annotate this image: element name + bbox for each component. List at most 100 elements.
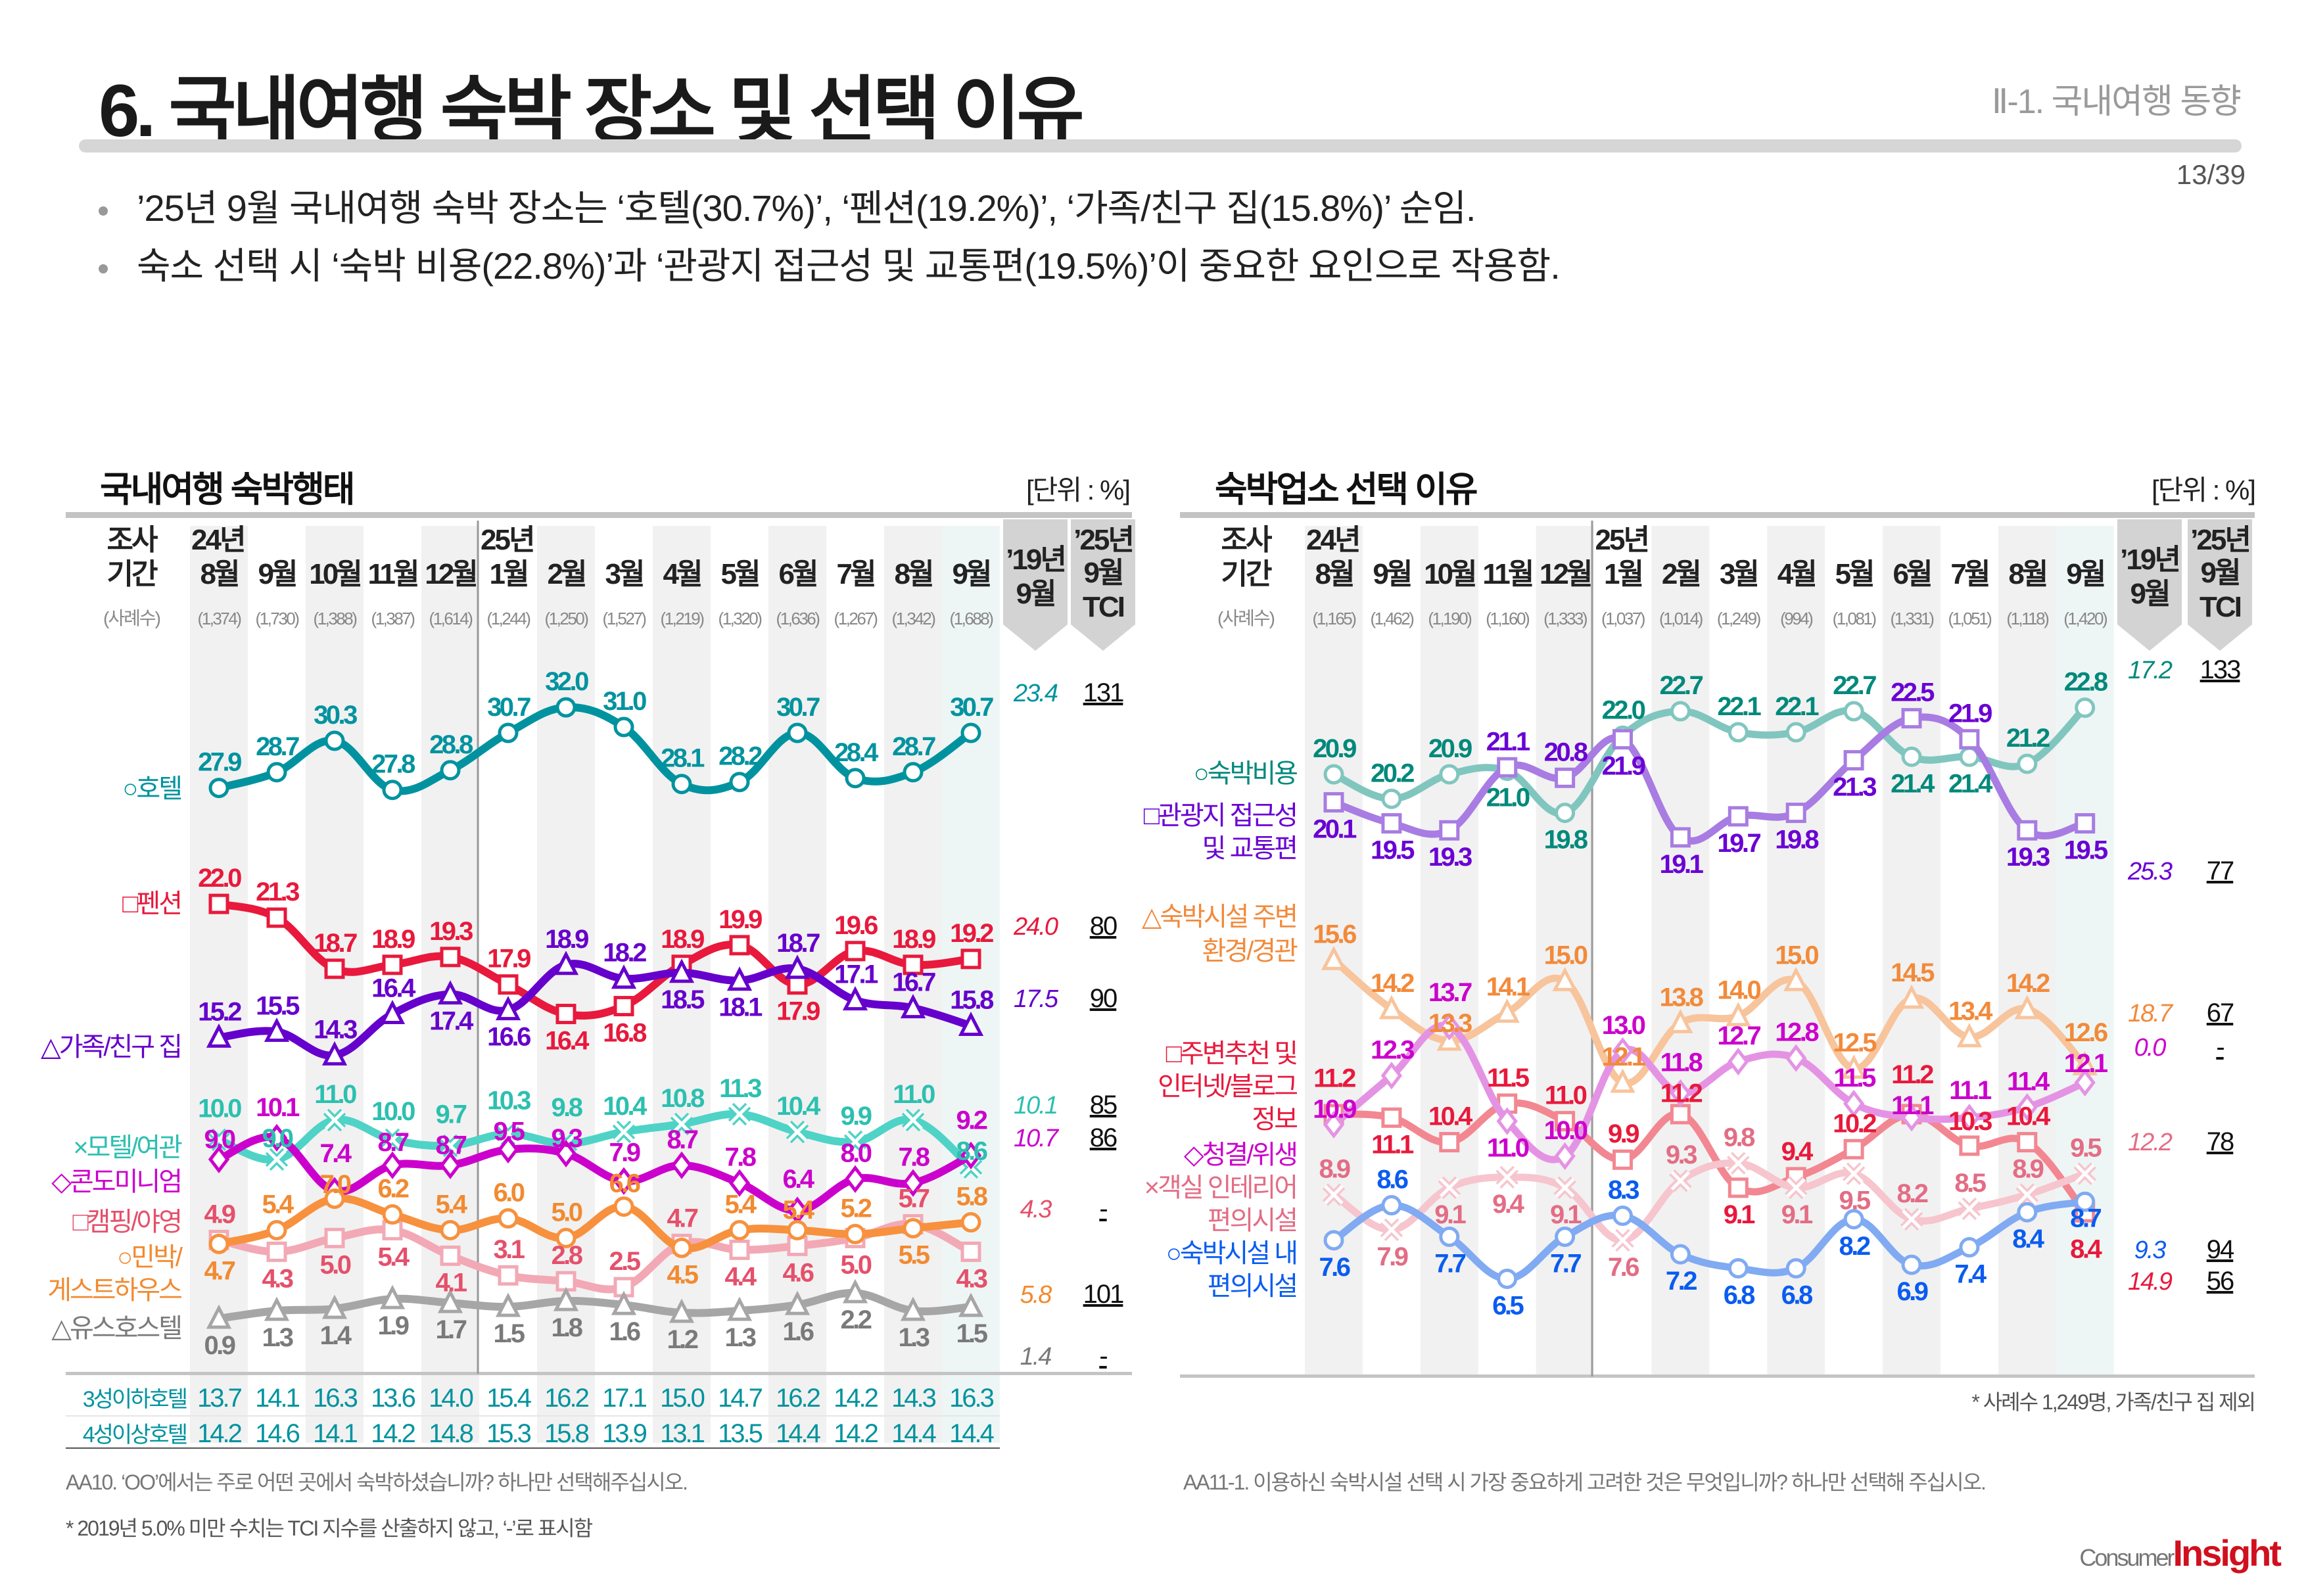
legend-label: ○숙박비용 bbox=[1194, 759, 1298, 788]
data-label: 21.4 bbox=[1891, 769, 1935, 798]
tci-value: 67 bbox=[2207, 998, 2234, 1027]
data-label: 18.9 bbox=[661, 925, 704, 954]
data-label: 27.8 bbox=[371, 750, 415, 779]
tci-value: 78 bbox=[2207, 1127, 2234, 1156]
x-marker bbox=[672, 1114, 692, 1134]
legend-label: △숙박시설 주변 bbox=[1142, 903, 1296, 931]
data-label: 1.3 bbox=[262, 1323, 293, 1352]
data-label: 6.0 bbox=[493, 1179, 524, 1208]
x-marker bbox=[1728, 1153, 1749, 1173]
square-marker bbox=[1381, 813, 1402, 834]
section-label: Ⅱ-1. 국내여행 동향 bbox=[1991, 83, 2242, 121]
triangle-marker bbox=[842, 1279, 868, 1303]
data-label: 8.4 bbox=[2070, 1235, 2102, 1264]
data-label: 14.5 bbox=[1891, 958, 1935, 987]
legend-label: ○민박/ bbox=[117, 1243, 183, 1272]
diamond-marker bbox=[1496, 1107, 1518, 1135]
data-label: 21.1 bbox=[1486, 727, 1530, 756]
data-label: 9.3 bbox=[1666, 1140, 1697, 1169]
summary-bullet-1: ’25년 9월 국내여행 숙박 장소는 ‘호텔(30.7%)’, ‘펜션(19.… bbox=[99, 179, 1476, 232]
data-label: 10.4 bbox=[776, 1092, 821, 1121]
x-marker bbox=[730, 1104, 749, 1124]
data-label: 6.2 bbox=[377, 1175, 408, 1204]
circle-marker bbox=[1555, 803, 1576, 824]
circle-marker bbox=[845, 1223, 866, 1244]
square-marker bbox=[324, 958, 345, 979]
data-label: 8.7 bbox=[667, 1125, 697, 1154]
data-label: 3.1 bbox=[493, 1235, 525, 1264]
month-label: 7월 bbox=[1950, 558, 1988, 590]
x-marker bbox=[1844, 1163, 1864, 1184]
square-marker bbox=[555, 1271, 576, 1292]
data-label: 8.5 bbox=[1954, 1169, 1986, 1198]
data-label: 9.1 bbox=[1724, 1200, 1755, 1229]
data-label: 15.0 bbox=[1775, 941, 1818, 970]
bullet-text: 숙소 선택 시 ‘숙박 비용(22.8%)’과 ‘관광지 접근성 및 교통편(1… bbox=[137, 245, 1561, 287]
square-marker bbox=[1612, 729, 1633, 750]
data-label: 6.6 bbox=[609, 1169, 640, 1198]
sample-size: (1,249) bbox=[1717, 609, 1761, 628]
square-marker bbox=[440, 1245, 461, 1266]
data-label: 18.5 bbox=[661, 985, 705, 1014]
data-label: 20.9 bbox=[1428, 734, 1472, 763]
square-marker bbox=[1497, 757, 1518, 778]
square-marker bbox=[440, 947, 461, 968]
hotel-row-label: 3성이하호텔 bbox=[83, 1387, 187, 1412]
triangle-marker bbox=[958, 1012, 984, 1036]
value-2019: 0.0 bbox=[2134, 1034, 2167, 1062]
circle-marker bbox=[1843, 1209, 1864, 1230]
data-label: 9.8 bbox=[1724, 1123, 1755, 1152]
data-label: 9.7 bbox=[435, 1100, 466, 1129]
triangle-marker bbox=[842, 986, 868, 1011]
triangle-marker bbox=[206, 1023, 232, 1048]
data-label: 1.3 bbox=[898, 1323, 929, 1352]
data-label: 7.4 bbox=[1954, 1260, 1987, 1289]
data-label: 10.4 bbox=[2006, 1102, 2051, 1131]
summary-bullet-2: 숙소 선택 시 ‘숙박 비용(22.8%)’과 ‘관광지 접근성 및 교통편(1… bbox=[99, 237, 1561, 290]
sample-size: (1,342) bbox=[892, 609, 936, 628]
data-label: 19.3 bbox=[1428, 843, 1472, 872]
legend-label: □펜션 bbox=[122, 889, 181, 918]
data-label: 32.0 bbox=[545, 667, 588, 696]
data-label: 10.0 bbox=[371, 1097, 415, 1126]
data-label: 8.7 bbox=[377, 1128, 408, 1157]
data-label: 8.2 bbox=[1839, 1232, 1870, 1261]
data-label: 1.6 bbox=[782, 1317, 813, 1346]
data-label: 19.3 bbox=[429, 917, 473, 946]
circle-marker bbox=[613, 716, 634, 738]
diamond-marker bbox=[2016, 1093, 2038, 1121]
square-marker bbox=[1555, 1111, 1576, 1132]
triangle-marker bbox=[669, 958, 695, 983]
x-marker bbox=[788, 1122, 807, 1142]
sample-size: (1,160) bbox=[1486, 609, 1530, 628]
tci-value: 90 bbox=[1090, 984, 1117, 1013]
legend-label: 정보 bbox=[1252, 1105, 1297, 1134]
square-marker bbox=[1555, 767, 1576, 788]
circle-marker bbox=[208, 778, 229, 799]
square-marker bbox=[960, 1241, 981, 1262]
month-label: 4월 bbox=[1777, 558, 1815, 590]
sample-size-label: (사례수) bbox=[103, 608, 160, 628]
data-label: 17.4 bbox=[429, 1007, 474, 1036]
data-label: 2.8 bbox=[551, 1241, 582, 1270]
value-2019: 4.3 bbox=[1020, 1196, 1052, 1223]
data-label: 11.8 bbox=[1660, 1048, 1703, 1077]
square-marker bbox=[555, 1004, 576, 1025]
x-marker bbox=[845, 1132, 865, 1152]
data-label: 9.4 bbox=[1781, 1137, 1814, 1166]
data-label: 11.1 bbox=[1371, 1130, 1414, 1159]
data-label: 1.7 bbox=[435, 1315, 466, 1344]
period-label: 조사 bbox=[107, 524, 158, 556]
legend-label: 및 교통편 bbox=[1202, 834, 1296, 863]
data-label: 2.5 bbox=[609, 1247, 640, 1276]
tci-header-bg bbox=[2188, 519, 2252, 651]
data-label: 21.4 bbox=[1948, 769, 1993, 798]
data-label: 16.8 bbox=[603, 1019, 647, 1048]
data-label: 14.2 bbox=[2006, 969, 2050, 998]
x-marker bbox=[383, 1130, 402, 1150]
square-marker bbox=[1728, 1177, 1749, 1198]
data-label: 20.9 bbox=[1313, 734, 1356, 763]
triangle-marker bbox=[495, 1292, 521, 1317]
data-label: 11.3 bbox=[719, 1074, 761, 1103]
triangle-marker bbox=[495, 996, 521, 1021]
